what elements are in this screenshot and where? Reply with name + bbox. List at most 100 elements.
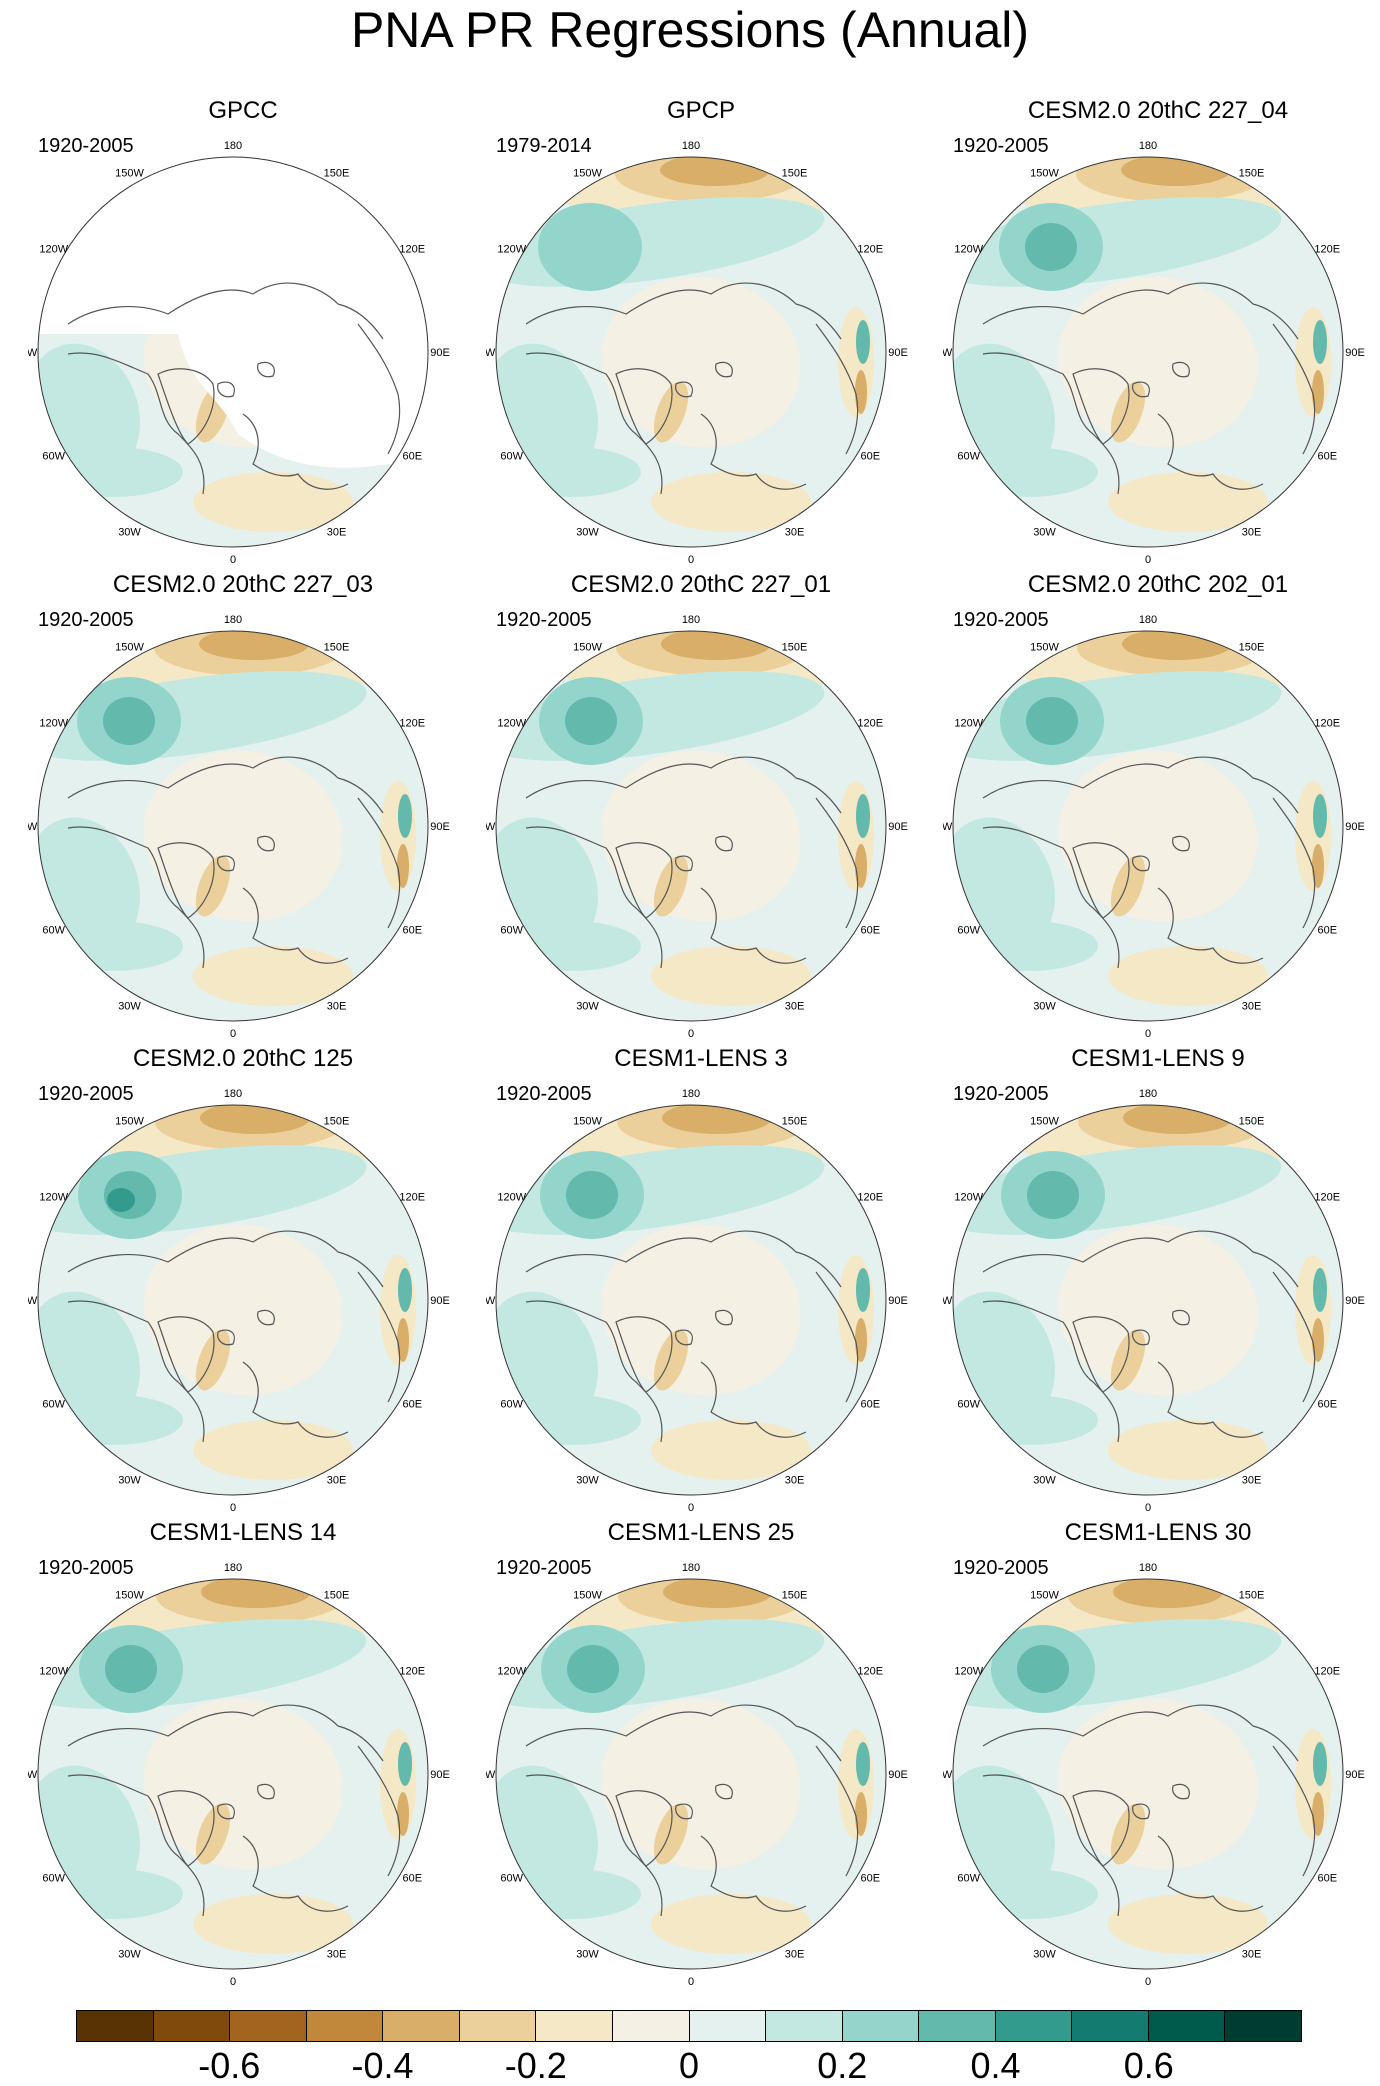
longitude-label: 60W [957,925,980,937]
map-rim [37,1578,429,1970]
longitude-label: 30W [576,1474,599,1486]
precip-field [953,157,1343,547]
colorbar-swatch [306,2011,384,2041]
panel-period: 1920-2005 [496,609,592,631]
longitude-label: 0 [688,1502,694,1514]
colorbar-swatch [536,2011,613,2041]
map-rim [37,1104,429,1496]
map-panel: GPCP 180 150E 120E 90E 60E 30E 0 30W 60W 90W 120W 15… [486,96,916,566]
polar-map: 180 150E 120E 90E 60E 30E 0 30W 60W 90W 120W 150W [28,140,450,566]
longitude-label: 120W [497,718,526,730]
colorbar-swatch [153,2011,231,2041]
longitude-label: 150E [1239,642,1265,654]
longitude-label: 60E [860,1873,880,1885]
longitude-label: 0 [1145,1502,1151,1514]
map-panel: CESM2.0 20thC 227_01 180 150E 120E 90E 60E 30E… [486,570,916,1040]
longitude-label: 60W [42,451,65,463]
map-rim [495,630,887,1022]
precip-field [953,1579,1343,1969]
longitude-label: 180 [682,614,700,626]
longitude-label: 120E [1314,718,1340,730]
longitude-label: 180 [224,614,242,626]
colorbar-swatch [1225,2011,1301,2041]
longitude-label: 180 [1139,140,1157,152]
panel-period: 1920-2005 [38,609,134,631]
longitude-label: 120W [39,1192,68,1204]
longitude-label: 150E [782,1590,808,1602]
longitude-label: 30W [1033,1000,1056,1012]
longitude-label: 0 [1145,554,1151,566]
longitude-label: 180 [682,1088,700,1100]
map-rim [952,156,1344,548]
page-title: PNA PR Regressions (Annual) [350,2,1030,58]
longitude-label: 30E [1242,1474,1262,1486]
longitude-label: 120E [1314,1666,1340,1678]
colorbar-swatch [689,2011,767,2041]
colorbar-swatch [1072,2011,1149,2041]
longitude-label: 0 [1145,1028,1151,1040]
colorbar-boxes [76,2010,1302,2042]
longitude-label: 90E [430,347,450,359]
panel-title: CESM2.0 20thC 125 [132,1045,354,1072]
longitude-label: 60E [1317,1399,1337,1411]
longitude-label: 0 [688,1028,694,1040]
longitude-label: 90E [888,347,908,359]
map-rim [952,630,1344,1022]
longitude-label: 60E [860,451,880,463]
longitude-label: 150W [1030,1116,1059,1128]
colorbar-swatch [919,2011,996,2041]
longitude-label: 120E [1314,244,1340,256]
colorbar-swatch [612,2011,690,2041]
longitude-label: 180 [682,140,700,152]
longitude-label: 150W [1030,642,1059,654]
longitude-label: 60E [402,1399,422,1411]
colorbar-tick-label: 0.2 [817,2045,868,2086]
longitude-label: 120W [39,1666,68,1678]
longitude-label: 150W [573,168,602,180]
longitude-label: 120E [399,244,425,256]
panel-period: 1920-2005 [38,135,134,157]
longitude-label: 90W [943,1769,953,1781]
longitude-label: 90E [888,1295,908,1307]
polar-map: 180 150E 120E 90E 60E 30E 0 30W 60W 90W 120W 150W [486,1088,908,1514]
longitude-label: 150E [782,1116,808,1128]
longitude-label: 90E [430,1769,450,1781]
longitude-label: 120W [954,1192,983,1204]
polar-map: 180 150E 120E 90E 60E 30E 0 30W 60W 90W 120W 150W [486,1562,908,1988]
panel-period: 1920-2005 [953,609,1049,631]
precip-field [953,631,1343,1021]
longitude-label: 150E [782,168,808,180]
longitude-label: 30E [785,1000,805,1012]
panel-title: CESM1-LENS 9 [1071,1045,1245,1072]
longitude-label: 90E [888,821,908,833]
longitude-label: 0 [230,1028,236,1040]
longitude-label: 90E [430,821,450,833]
longitude-label: 180 [1139,1562,1157,1574]
longitude-label: 90W [28,347,38,359]
panel-period: 1920-2005 [953,135,1049,157]
longitude-label: 30W [118,1474,141,1486]
map-panel: CESM2.0 20thC 227_03 180 150E 120E 90E 60E 30E… [28,570,458,1040]
polar-map: 180 150E 120E 90E 60E 30E 0 30W 60W 90W 120W 150W [943,1088,1365,1514]
precip-field [496,1105,886,1495]
longitude-label: 30W [118,1948,141,1960]
longitude-label: 60E [402,1873,422,1885]
longitude-label: 120E [1314,1192,1340,1204]
longitude-label: 60E [1317,451,1337,463]
longitude-label: 30E [785,1474,805,1486]
longitude-label: 90W [28,1769,38,1781]
longitude-label: 0 [230,1502,236,1514]
precip-field [953,1105,1343,1495]
longitude-label: 90E [888,1769,908,1781]
longitude-label: 60W [500,925,523,937]
longitude-label: 150W [573,642,602,654]
colorbar-tick-label: 0.6 [1123,2045,1174,2086]
longitude-label: 30E [327,1000,347,1012]
colorbar-swatch [459,2011,537,2041]
longitude-label: 120W [497,1666,526,1678]
longitude-label: 60E [1317,1873,1337,1885]
panel-title: CESM1-LENS 14 [149,1519,337,1546]
longitude-label: 150E [782,642,808,654]
longitude-label: 60W [500,1399,523,1411]
